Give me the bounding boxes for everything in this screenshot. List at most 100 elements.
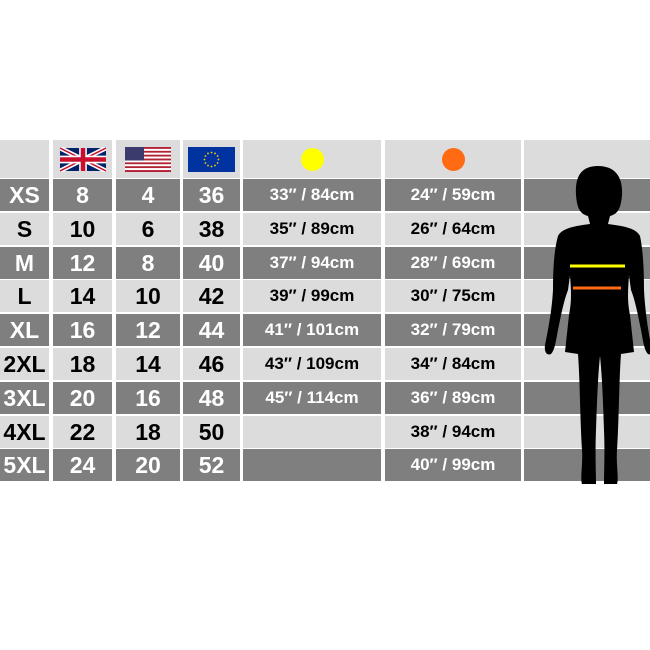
cell-uk: 24 (53, 449, 112, 481)
size-value: XS (9, 181, 40, 208)
uk-value: 24 (69, 451, 96, 478)
eu-value: 44 (198, 316, 225, 343)
waist-value: 34″ / 84cm (410, 354, 496, 373)
waist-value: 38″ / 94cm (410, 422, 496, 441)
uk-value: 16 (69, 316, 96, 343)
waist-value: 40″ / 99cm (410, 455, 496, 474)
cell-bust: 43″ / 109cm (243, 348, 381, 380)
us-value: 12 (135, 316, 161, 343)
size-value: XL (9, 316, 40, 343)
bust-value: 35″ / 89cm (269, 219, 355, 238)
cell-bust (243, 416, 381, 448)
cell-us: 8 (116, 247, 180, 279)
cell-uk: 16 (53, 314, 112, 346)
size-value: S (16, 215, 33, 242)
waist-value: 26″ / 64cm (410, 219, 496, 238)
header-cell-bust (243, 140, 381, 178)
cell-size: XS (0, 179, 49, 211)
waist-value: 32″ / 79cm (410, 320, 496, 339)
uk-value: 20 (69, 384, 96, 411)
cell-uk: 18 (53, 348, 112, 380)
uk-flag-icon (59, 146, 106, 172)
size-value: 2XL (3, 350, 46, 377)
eu-value: 50 (198, 418, 225, 445)
cell-bust: 37″ / 94cm (243, 247, 381, 279)
bust-value: 45″ / 114cm (265, 388, 359, 407)
eu-value: 36 (198, 181, 225, 208)
cell-eu: 50 (183, 416, 240, 448)
cell-us: 10 (116, 280, 180, 312)
cell-uk: 8 (53, 179, 112, 211)
cell-uk: 12 (53, 247, 112, 279)
waist-orange-dot-icon (441, 147, 465, 171)
eu-value: 38 (198, 215, 225, 242)
cell-uk: 22 (53, 416, 112, 448)
bust-value: 39″ / 99cm (269, 286, 355, 305)
cell-waist: 34″ / 84cm (385, 348, 521, 380)
cell-waist: 24″ / 59cm (385, 179, 521, 211)
waist-value: 28″ / 69cm (410, 253, 496, 272)
us-value: 16 (135, 384, 161, 411)
cell-size: 4XL (0, 416, 49, 448)
us-value: 6 (141, 215, 155, 242)
size-value: 5XL (3, 451, 46, 478)
bust-value: 43″ / 109cm (264, 354, 360, 373)
uk-value: 18 (69, 350, 96, 377)
cell-size: 3XL (0, 382, 49, 414)
eu-flag-icon (188, 146, 235, 172)
size-value: L (17, 282, 32, 309)
us-value: 4 (141, 181, 155, 208)
cell-us: 12 (116, 314, 180, 346)
cell-us: 6 (116, 213, 180, 245)
size-value: 3XL (3, 384, 46, 411)
uk-value: 14 (69, 282, 96, 309)
eu-value: 48 (198, 384, 225, 411)
cell-waist: 30″ / 75cm (385, 280, 521, 312)
waist-value: 36″ / 89cm (410, 388, 496, 407)
us-value: 8 (141, 249, 155, 276)
us-value: 20 (135, 451, 161, 478)
cell-waist: 38″ / 94cm (385, 416, 521, 448)
bust-value: 33″ / 84cm (269, 185, 355, 204)
cell-bust (243, 449, 381, 481)
eu-value: 40 (198, 249, 225, 276)
waist-value: 30″ / 75cm (410, 286, 496, 305)
cell-us: 16 (116, 382, 180, 414)
cell-waist: 40″ / 99cm (385, 449, 521, 481)
cell-eu: 40 (183, 247, 240, 279)
bust-value: 41″ / 101cm (264, 320, 360, 339)
header-cell-us (116, 140, 180, 178)
cell-size: 2XL (0, 348, 49, 380)
cell-uk: 14 (53, 280, 112, 312)
us-flag-icon (125, 146, 171, 172)
bust-value: 37″ / 94cm (269, 253, 355, 272)
cell-eu: 44 (183, 314, 240, 346)
bust-yellow-dot-icon (300, 147, 324, 171)
uk-value: 8 (76, 181, 89, 208)
uk-value: 22 (69, 418, 96, 445)
cell-eu: 38 (183, 213, 240, 245)
cell-us: 14 (116, 348, 180, 380)
cell-waist: 32″ / 79cm (385, 314, 521, 346)
cell-us: 20 (116, 449, 180, 481)
waist-value: 24″ / 59cm (410, 185, 496, 204)
cell-bust: 45″ / 114cm (243, 382, 381, 414)
cell-size: 5XL (0, 449, 49, 481)
cell-eu: 46 (183, 348, 240, 380)
cell-eu: 48 (183, 382, 240, 414)
size-value: M (14, 249, 35, 276)
us-value: 18 (135, 418, 161, 445)
cell-size: XL (0, 314, 49, 346)
cell-size: S (0, 213, 49, 245)
cell-waist: 26″ / 64cm (385, 213, 521, 245)
cell-eu: 36 (183, 179, 240, 211)
cell-bust: 41″ / 101cm (243, 314, 381, 346)
us-value: 14 (135, 350, 161, 377)
cell-bust: 35″ / 89cm (243, 213, 381, 245)
header-cell-waist (385, 140, 521, 178)
cell-size: M (0, 247, 49, 279)
cell-eu: 42 (183, 280, 240, 312)
cell-uk: 20 (53, 382, 112, 414)
